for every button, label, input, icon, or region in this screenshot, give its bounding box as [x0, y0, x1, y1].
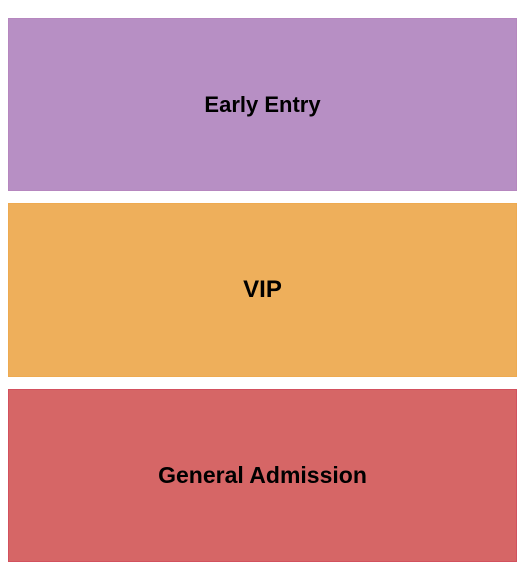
- section-label: General Admission: [158, 462, 367, 489]
- section-label: VIP: [243, 276, 282, 304]
- seating-section-vip: VIP: [8, 203, 517, 376]
- seating-section-general-admission: General Admission: [8, 389, 517, 562]
- seating-section-early-entry: Early Entry: [8, 18, 517, 191]
- section-label: Early Entry: [204, 92, 320, 118]
